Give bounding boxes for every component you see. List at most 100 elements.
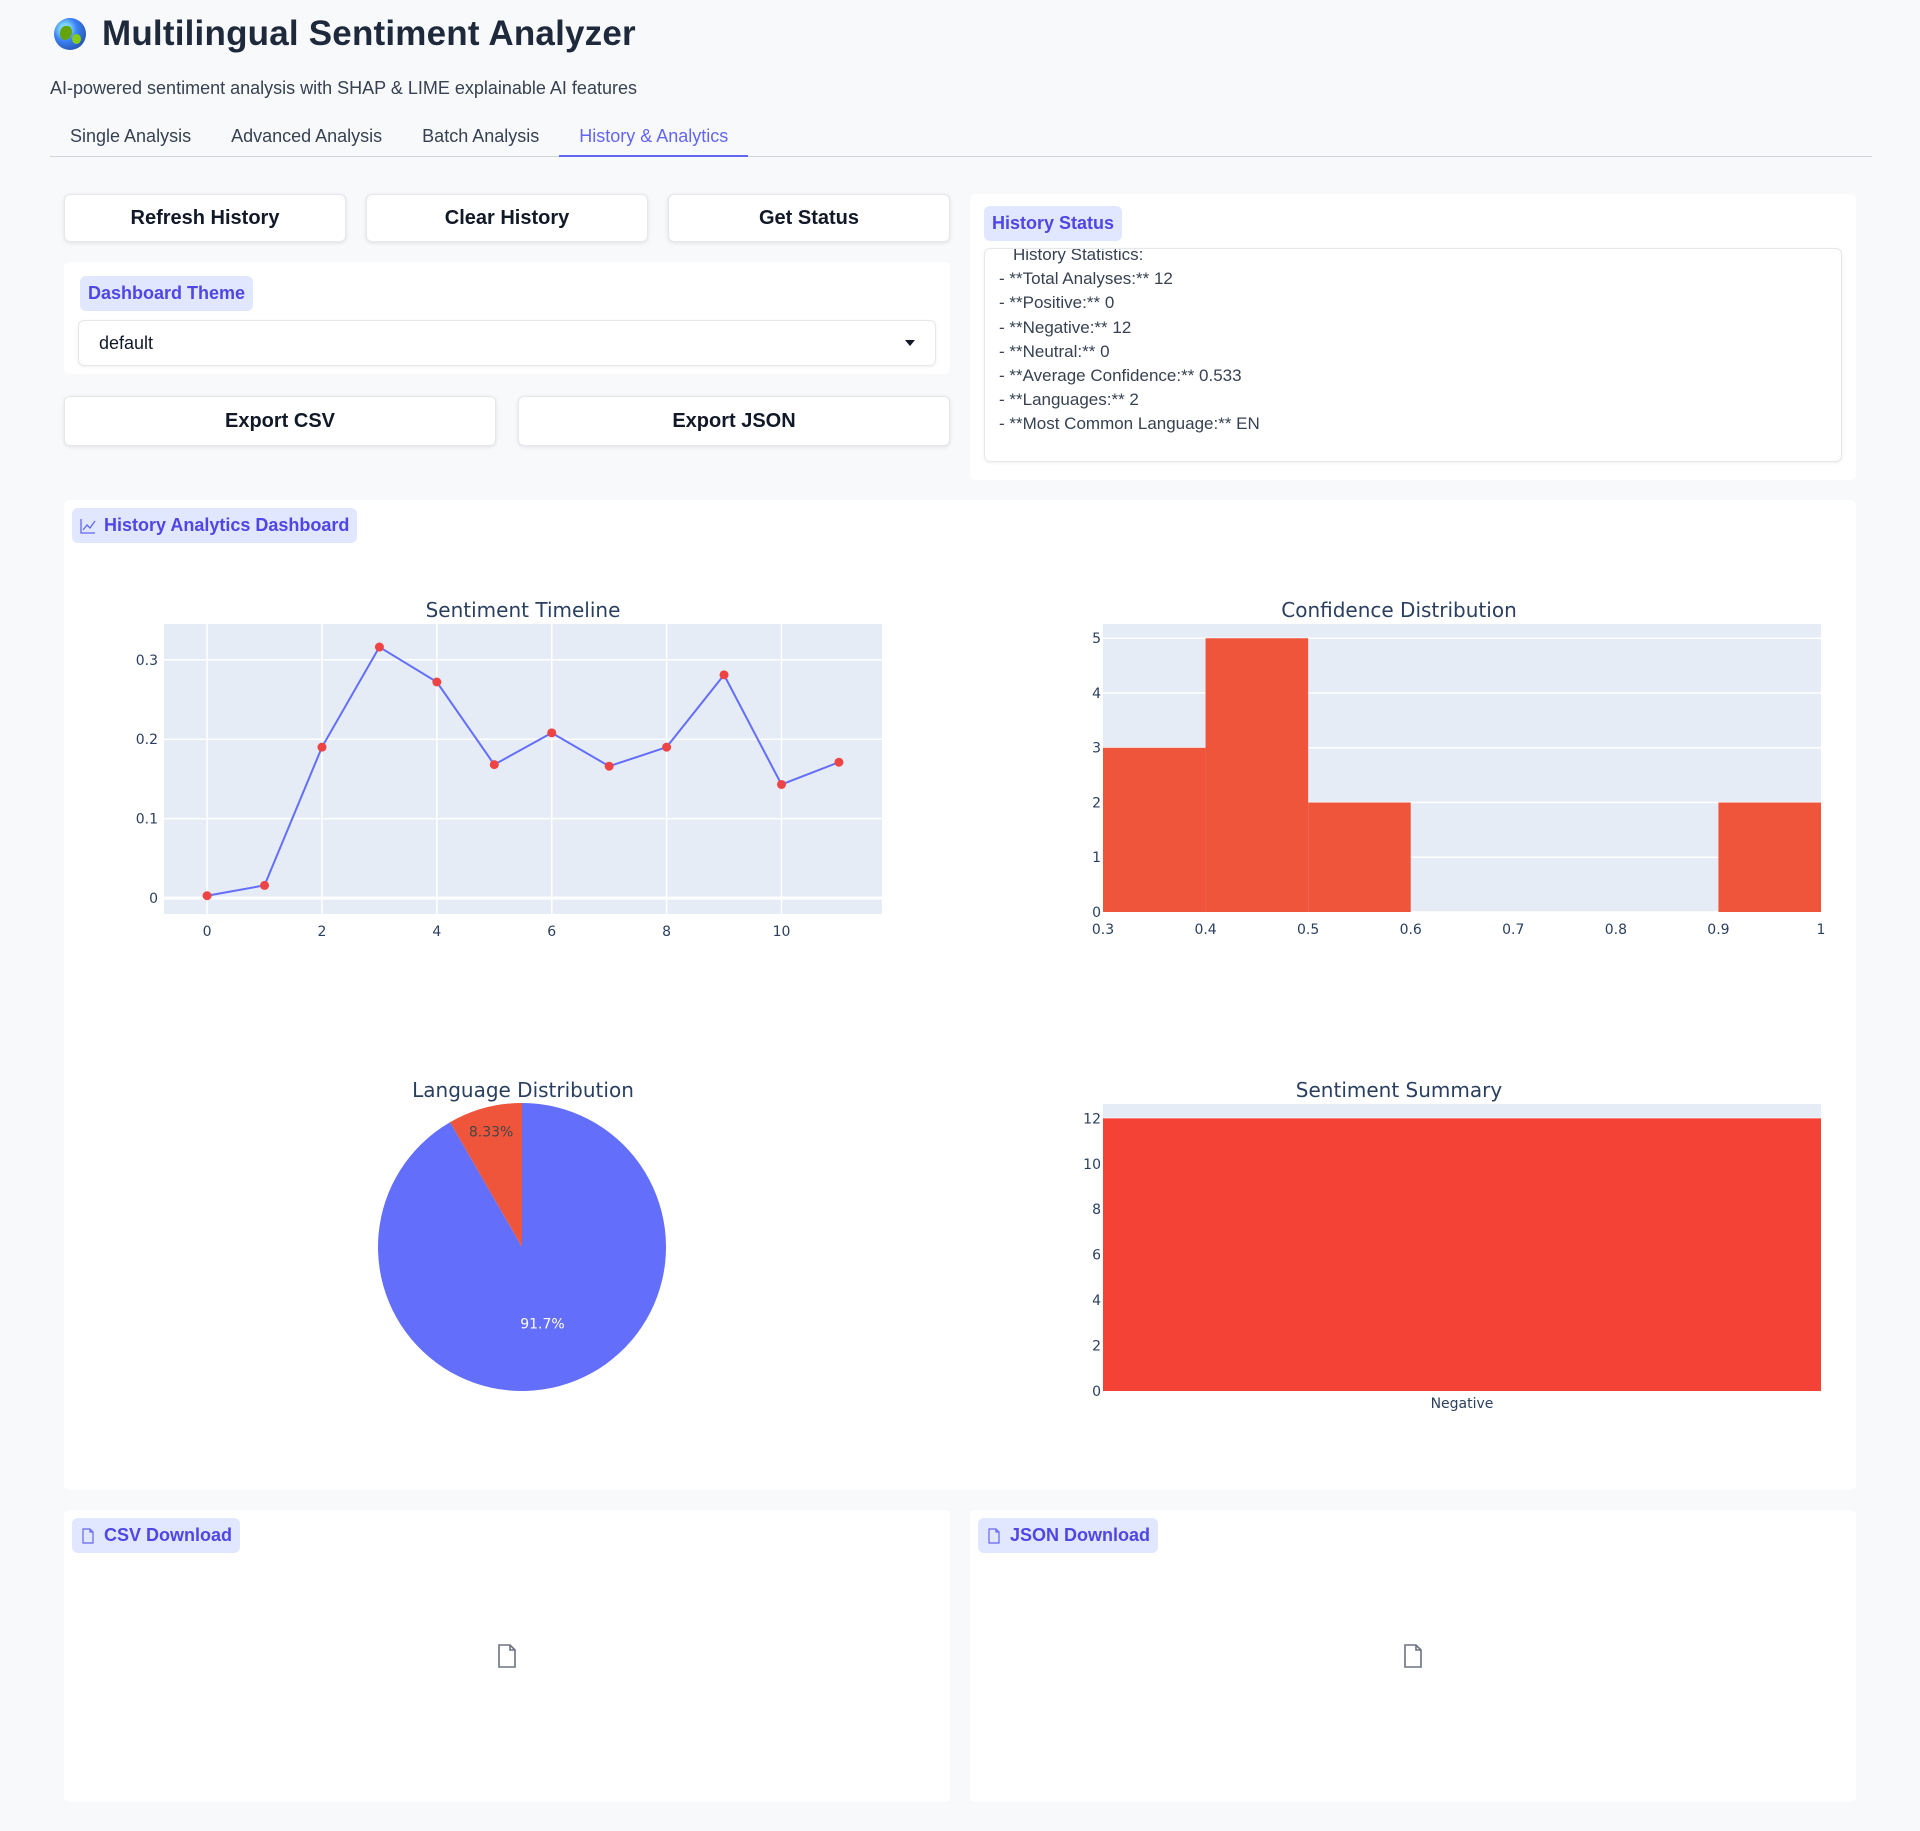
file-upload-icon[interactable] xyxy=(1402,1644,1424,1668)
data-point xyxy=(374,642,384,652)
chart-icon xyxy=(80,518,96,534)
app-subtitle: AI-powered sentiment analysis with SHAP … xyxy=(50,78,637,98)
x-tick-label: 10 xyxy=(773,924,791,940)
y-tick-label: 2 xyxy=(1092,795,1101,811)
histogram-bar xyxy=(1718,802,1821,912)
x-tick-label: 0.4 xyxy=(1194,922,1216,938)
pie-slice-label: 8.33% xyxy=(469,1125,513,1141)
x-tick-label: 0.5 xyxy=(1297,922,1319,938)
x-tick-label: 0.9 xyxy=(1707,922,1729,938)
y-tick-label: 6 xyxy=(1092,1248,1101,1264)
confidence-distribution-chart: 0 1 2 3 4 5 0.3 0.4 0.5 0.6 0.7 0.8 0.9 1 xyxy=(1092,624,1826,938)
status-line: - **Most Common Language:** EN xyxy=(999,414,1260,434)
csv-download-panel: CSV Download xyxy=(64,1510,950,1802)
get-status-button[interactable]: Get Status xyxy=(668,194,950,242)
data-point xyxy=(834,757,844,767)
status-line: - **Total Analyses:** 12 xyxy=(999,269,1173,289)
export-json-button[interactable]: Export JSON xyxy=(518,396,950,446)
history-status-textbox[interactable]: History Statistics: - **Total Analyses:*… xyxy=(984,248,1842,462)
dashboard-label: History Analytics Dashboard xyxy=(72,508,358,543)
dashboard-label-text: History Analytics Dashboard xyxy=(104,515,350,535)
x-tick-label: 4 xyxy=(432,924,441,940)
status-line: - **Negative:** 12 xyxy=(999,317,1132,337)
histogram-bar xyxy=(1308,802,1411,912)
data-point xyxy=(489,760,499,770)
histogram-bar xyxy=(1205,638,1309,912)
file-upload-icon[interactable] xyxy=(496,1644,518,1668)
x-tick-label: 0.6 xyxy=(1400,922,1422,938)
language-chart-title: Language Distribution xyxy=(412,1078,634,1102)
x-tick-label: 8 xyxy=(662,924,671,940)
tab-single-analysis[interactable]: Single Analysis xyxy=(70,126,192,146)
x-tick-label: 1 xyxy=(1817,922,1826,938)
y-tick-label: 0.1 xyxy=(136,812,158,828)
x-tick-label: 0.3 xyxy=(1092,922,1114,938)
summary-chart-title: Sentiment Summary xyxy=(1295,1078,1503,1102)
y-tick-label: 0.2 xyxy=(136,732,158,748)
theme-dropdown[interactable]: default xyxy=(78,320,936,366)
json-download-label-text: JSON Download xyxy=(1010,1525,1151,1545)
y-tick-label: 3 xyxy=(1092,741,1101,757)
dashboard-panel: History Analytics Dashboard Sentiment Ti… xyxy=(64,500,1856,1490)
app-header: Multilingual Sentiment Analyzer xyxy=(54,14,636,54)
theme-dropdown-value: default xyxy=(99,332,154,353)
status-line: - **Average Confidence:** 0.533 xyxy=(999,366,1242,386)
history-status-panel: History Status History Statistics: - **T… xyxy=(970,194,1856,480)
json-download-panel: JSON Download xyxy=(970,1510,1856,1802)
data-point xyxy=(719,670,729,680)
tab-advanced-analysis[interactable]: Advanced Analysis xyxy=(231,126,383,146)
timeline-chart-title: Sentiment Timeline xyxy=(425,598,621,622)
history-status-label: History Status xyxy=(984,206,1123,241)
data-point xyxy=(776,779,786,789)
tab-bar: Single Analysis Advanced Analysis Batch … xyxy=(50,118,1872,157)
clear-history-button[interactable]: Clear History xyxy=(366,194,648,242)
globe-icon xyxy=(54,18,86,50)
y-tick-label: 1 xyxy=(1092,850,1101,866)
plot-area xyxy=(164,624,882,914)
pie-slice xyxy=(450,1103,522,1247)
csv-download-label-text: CSV Download xyxy=(104,1525,233,1545)
language-distribution-chart: 8.33% 91.7% xyxy=(378,1103,666,1391)
status-line: - **Neutral:** 0 xyxy=(999,341,1110,361)
y-tick-label: 0 xyxy=(149,891,158,907)
data-point xyxy=(604,761,614,771)
y-tick-label: 4 xyxy=(1092,1293,1101,1309)
sentiment-summary-chart: 0 2 4 6 8 10 12 Negative xyxy=(1083,1104,1821,1412)
tab-history-analytics[interactable]: History & Analytics xyxy=(559,118,749,157)
bar xyxy=(1103,1118,1821,1391)
data-point xyxy=(260,880,270,890)
x-tick-label: 2 xyxy=(317,924,326,940)
theme-label: Dashboard Theme xyxy=(80,276,254,311)
y-tick-label: 4 xyxy=(1092,686,1101,702)
y-tick-label: 5 xyxy=(1092,631,1101,647)
x-tick-label: 0.7 xyxy=(1502,922,1524,938)
data-point xyxy=(662,742,672,752)
sentiment-timeline-chart: 0 2 4 6 8 10 0 0.1 0.2 0.3 xyxy=(136,624,882,940)
status-line: - **Languages:** 2 xyxy=(999,390,1139,410)
theme-panel: Dashboard Theme default xyxy=(64,262,950,374)
tab-batch-analysis[interactable]: Batch Analysis xyxy=(422,126,540,146)
refresh-history-button[interactable]: Refresh History xyxy=(64,194,346,242)
confidence-chart-title: Confidence Distribution xyxy=(1281,598,1517,622)
y-tick-label: 0 xyxy=(1092,905,1101,921)
series-line xyxy=(206,645,840,897)
data-point xyxy=(547,728,557,738)
data-point xyxy=(317,742,327,752)
data-point xyxy=(432,677,442,687)
y-tick-label: 12 xyxy=(1083,1111,1101,1127)
y-tick-label: 2 xyxy=(1092,1339,1101,1355)
file-icon xyxy=(82,1527,94,1544)
export-csv-button[interactable]: Export CSV xyxy=(64,396,496,446)
chevron-down-icon xyxy=(905,340,915,346)
x-tick-label: 0 xyxy=(203,924,212,940)
csv-download-label: CSV Download xyxy=(72,1518,241,1553)
y-tick-label: 8 xyxy=(1092,1202,1101,1218)
json-download-label: JSON Download xyxy=(978,1518,1159,1553)
pie-slice xyxy=(378,1103,666,1391)
status-line: - **Positive:** 0 xyxy=(999,293,1115,313)
x-tick-label: 6 xyxy=(547,924,556,940)
x-tick-label: Negative xyxy=(1431,1396,1494,1412)
histogram-bar xyxy=(1103,747,1206,912)
status-line: History Statistics: xyxy=(1013,248,1144,264)
app-title: Multilingual Sentiment Analyzer xyxy=(102,14,636,53)
